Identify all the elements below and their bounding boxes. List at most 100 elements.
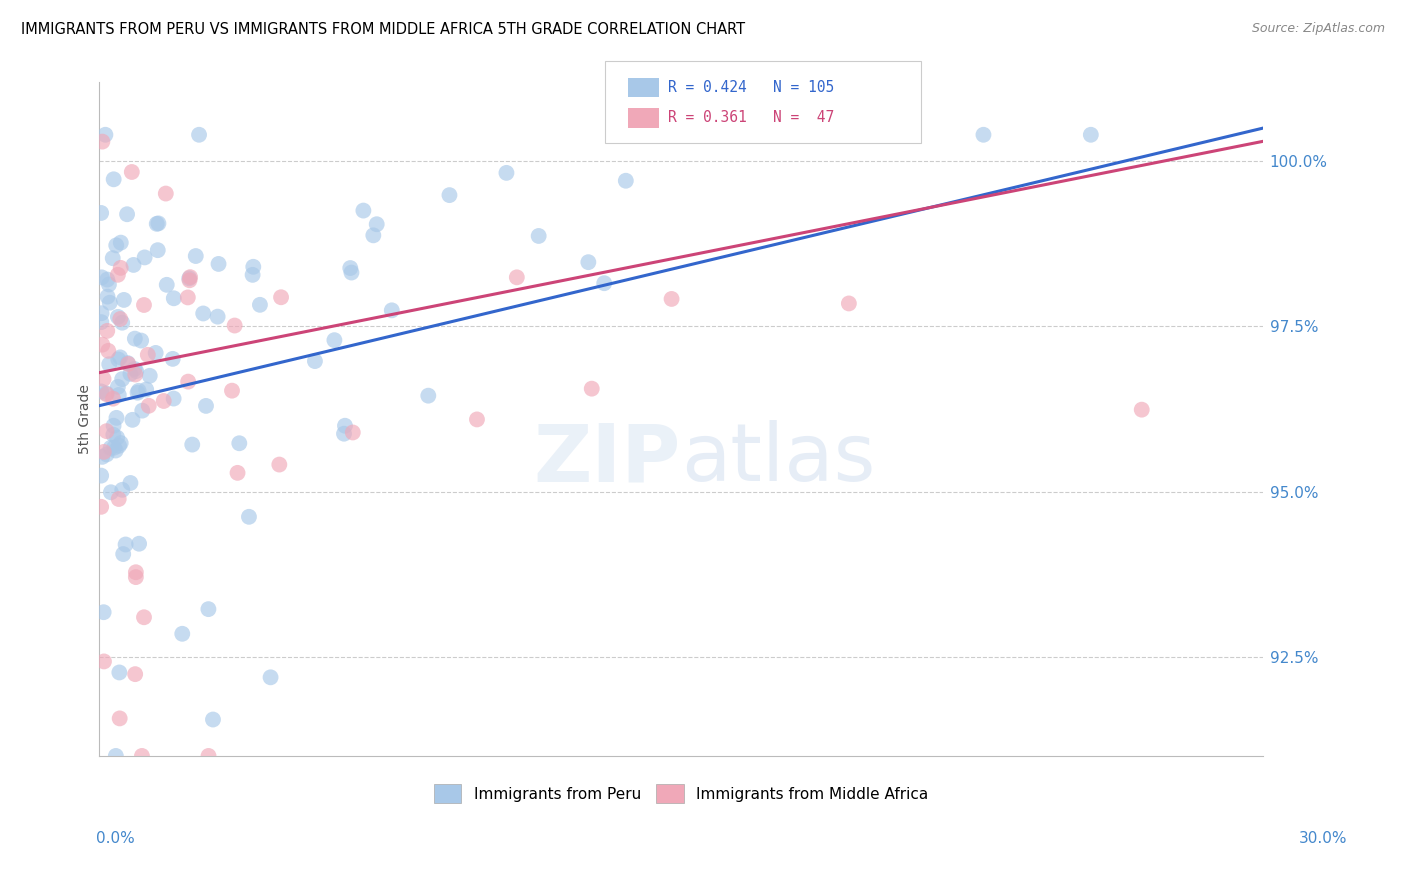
Point — [121, 165, 143, 179]
Point — [242, 260, 264, 274]
Text: 30.0%: 30.0% — [1299, 831, 1347, 846]
Point — [103, 172, 125, 186]
Point — [103, 418, 125, 433]
Point — [91, 135, 114, 149]
Text: R = 0.361   N =  47: R = 0.361 N = 47 — [668, 111, 834, 125]
Point — [104, 748, 127, 763]
Point — [120, 367, 142, 381]
Point — [152, 394, 174, 409]
Point — [138, 399, 160, 413]
Point — [228, 436, 250, 450]
Point — [1080, 128, 1102, 142]
Point — [97, 277, 120, 292]
Point — [101, 392, 124, 406]
Point — [339, 260, 361, 275]
Point — [120, 475, 142, 490]
Point — [163, 291, 186, 305]
Point — [132, 298, 155, 312]
Point — [342, 425, 364, 440]
Point — [136, 348, 159, 362]
Point — [172, 627, 194, 641]
Point — [181, 437, 204, 451]
Point — [418, 389, 440, 403]
Point — [91, 337, 114, 351]
Point — [131, 748, 153, 763]
Point — [495, 166, 517, 180]
Point — [121, 413, 143, 427]
Point — [96, 424, 118, 438]
Point — [105, 431, 128, 445]
Point — [93, 605, 115, 619]
Point — [270, 290, 292, 304]
Point — [112, 547, 135, 561]
Point — [259, 670, 281, 684]
Point — [581, 382, 603, 396]
Point — [108, 711, 131, 725]
Point — [506, 270, 529, 285]
Point — [197, 602, 219, 616]
Point — [221, 384, 243, 398]
Point — [146, 243, 169, 257]
Point — [155, 186, 177, 201]
Point — [162, 392, 184, 406]
Point — [1130, 402, 1153, 417]
Point — [115, 207, 138, 221]
Point — [184, 249, 207, 263]
Legend: Immigrants from Peru, Immigrants from Middle Africa: Immigrants from Peru, Immigrants from Mi… — [427, 778, 934, 809]
Point — [838, 296, 860, 310]
Point — [110, 235, 132, 250]
Point — [107, 268, 129, 282]
Point — [108, 439, 131, 453]
Point — [91, 450, 114, 464]
Point — [108, 665, 131, 680]
Text: IMMIGRANTS FROM PERU VS IMMIGRANTS FROM MIDDLE AFRICA 5TH GRADE CORRELATION CHAR: IMMIGRANTS FROM PERU VS IMMIGRANTS FROM … — [21, 22, 745, 37]
Text: atlas: atlas — [681, 420, 876, 499]
Point — [363, 228, 385, 243]
Point — [107, 491, 129, 506]
Point — [197, 748, 219, 763]
Point — [103, 441, 125, 455]
Point — [162, 351, 184, 366]
Point — [93, 655, 115, 669]
Point — [94, 128, 117, 142]
Point — [101, 251, 124, 265]
Point — [90, 384, 112, 399]
Point — [107, 380, 129, 394]
Text: Source: ZipAtlas.com: Source: ZipAtlas.com — [1251, 22, 1385, 36]
Point — [90, 315, 112, 329]
Point — [105, 410, 128, 425]
Point — [128, 537, 150, 551]
Point — [96, 272, 118, 286]
Point — [100, 485, 122, 500]
Point — [128, 384, 150, 398]
Text: 0.0%: 0.0% — [96, 831, 135, 846]
Point — [527, 229, 550, 244]
Point — [135, 383, 157, 397]
Point — [614, 174, 637, 188]
Point — [107, 310, 129, 324]
Point — [96, 447, 118, 461]
Point — [576, 255, 599, 269]
Point — [114, 537, 136, 551]
Point — [111, 316, 134, 330]
Point — [124, 362, 146, 376]
Point — [179, 271, 201, 285]
Point — [107, 388, 129, 402]
Point — [333, 426, 356, 441]
Point — [352, 203, 374, 218]
Point — [179, 273, 201, 287]
Point — [104, 443, 127, 458]
Point — [100, 441, 122, 455]
Point — [972, 128, 994, 142]
Point — [269, 458, 291, 472]
Point — [249, 298, 271, 312]
Point — [90, 306, 112, 320]
Point — [111, 483, 134, 497]
Point — [93, 445, 115, 459]
Point — [195, 399, 218, 413]
Point — [124, 332, 146, 346]
Point — [134, 251, 156, 265]
Point — [323, 333, 346, 347]
Point — [193, 306, 215, 320]
Point — [110, 260, 132, 275]
